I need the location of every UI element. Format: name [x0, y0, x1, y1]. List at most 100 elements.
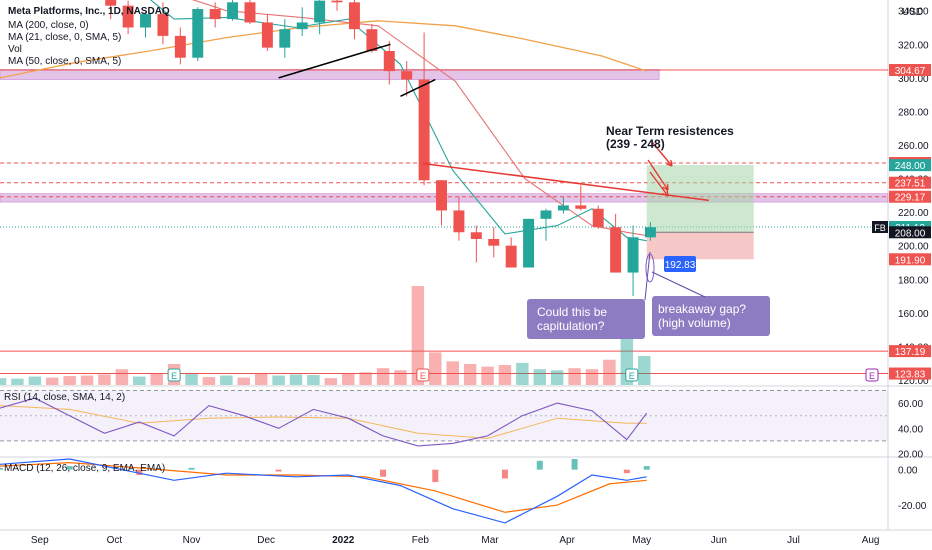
- price-tick-label: 200.00: [898, 242, 929, 253]
- loss-zone: [646, 232, 754, 260]
- arrow-head: [662, 183, 669, 191]
- price-label-tag: [889, 176, 931, 189]
- earnings-marker: [865, 368, 879, 382]
- legend-entry: MA (50, close, 0, SMA, 5): [8, 56, 121, 67]
- callout-pointer: [651, 271, 706, 298]
- price-tick-label: 260.00: [898, 141, 929, 152]
- volume-bar: [307, 375, 320, 385]
- price-label-text: 248.00: [895, 161, 926, 172]
- price-tick-label: 300.00: [898, 74, 929, 85]
- low-price-text: 192.83: [665, 260, 696, 271]
- candle-body: [401, 71, 413, 80]
- legend-entry: MA (200, close, 0): [8, 20, 89, 31]
- price-label-text: 137.19: [895, 347, 926, 358]
- volume-bar: [202, 377, 216, 385]
- price-label-text: 237.51: [895, 179, 926, 190]
- time-axis-label: Nov: [183, 535, 201, 546]
- time-axis-label: Aug: [862, 535, 880, 546]
- volume-bar: [98, 374, 111, 385]
- volume-bar: [237, 377, 250, 385]
- candle-body: [644, 227, 656, 238]
- candle-body: [436, 180, 447, 211]
- candle-body: [383, 50, 395, 72]
- macd-histogram-bar: [623, 469, 630, 474]
- earnings-marker-text: E: [869, 371, 875, 381]
- macd-signal-line: [0, 461, 647, 513]
- price-label-tag: [889, 367, 931, 380]
- candle-body: [592, 208, 604, 228]
- macd-label: MACD (12, 26, close, 9, EMA, EMA): [4, 463, 165, 474]
- volume-bar: [446, 361, 459, 385]
- volume-bar: [498, 365, 512, 385]
- symbol-tag-text: FB: [874, 223, 886, 233]
- ma50-line: [191, 0, 647, 237]
- price-label-tag: [889, 226, 931, 239]
- time-axis-label: Sep: [31, 535, 49, 546]
- time-axis-label: Jun: [711, 535, 727, 546]
- price-label-text: 208.00: [895, 228, 926, 239]
- gap-note-line: (high volume): [658, 316, 731, 330]
- earnings-marker: [416, 368, 430, 382]
- candle-body: [157, 14, 169, 36]
- candle-body: [505, 245, 517, 268]
- candle-body: [140, 14, 151, 28]
- gap-callout: [652, 296, 770, 336]
- candle-body: [470, 232, 482, 239]
- volume-bar: [254, 373, 268, 385]
- price-tick-label: 160.00: [898, 309, 929, 320]
- arrow-head: [666, 159, 673, 167]
- volume-bar: [568, 368, 581, 385]
- price-label-text: 123.83: [895, 370, 926, 381]
- chart-title: Meta Platforms, Inc., 1D, NASDAQ: [8, 6, 170, 17]
- time-axis-label: May: [632, 535, 651, 546]
- arrow-line: [647, 159, 669, 191]
- price-tick-label: 180.00: [898, 275, 929, 286]
- price-label-tag: [889, 64, 931, 77]
- volume-bar: [429, 352, 442, 385]
- rsi-tick-label: 60.00: [898, 399, 923, 410]
- macd-histogram-bar: [275, 469, 282, 472]
- volume-bar: [28, 376, 42, 385]
- legend-entry: Vol: [8, 44, 22, 55]
- macd-histogram-bar: [571, 459, 578, 470]
- macd-histogram-bar: [188, 467, 195, 470]
- candle-body: [488, 238, 500, 246]
- volume-bar: [289, 374, 303, 385]
- candle-body: [227, 2, 239, 20]
- candle-body: [279, 29, 291, 48]
- volume-bar: [133, 376, 146, 385]
- arrow-head: [662, 189, 669, 197]
- volume-bar: [550, 370, 564, 385]
- volume-bar: [220, 375, 233, 385]
- capitulation-note-line: capitulation?: [537, 319, 605, 333]
- volume-bar: [272, 375, 285, 385]
- capitulation-note: Could this be capitulation?: [537, 305, 607, 333]
- currency-label: USD: [902, 7, 923, 18]
- resistance-note-line: Near Term resistences: [606, 124, 734, 138]
- candle-body: [627, 237, 639, 273]
- symbol-tag: [872, 221, 888, 234]
- macd-histogram-bar: [501, 469, 508, 479]
- price-tick-label: 280.00: [898, 107, 929, 118]
- candle-body: [418, 79, 430, 181]
- volume-bar: [115, 369, 129, 385]
- ma200-line: [0, 20, 647, 79]
- price-tick-label: 340.00: [898, 7, 929, 18]
- capitulation-callout: [527, 299, 645, 339]
- macd-histogram-bar: [0, 467, 3, 470]
- volume-bar: [359, 372, 372, 385]
- volume-bar: [185, 373, 198, 385]
- volume-bar: [411, 286, 425, 385]
- price-label-tag: [889, 190, 931, 203]
- capitulation-note-line: Could this be: [537, 305, 607, 319]
- macd-tick-label: -20.00: [898, 501, 927, 512]
- candle-body: [540, 210, 552, 219]
- gap-note-line: breakaway gap?: [658, 302, 746, 316]
- volume-bar: [324, 378, 338, 385]
- price-label-text: 191.90: [895, 255, 926, 266]
- candle-body: [314, 0, 326, 23]
- macd-line: [0, 458, 647, 524]
- volume-bar: [150, 373, 163, 385]
